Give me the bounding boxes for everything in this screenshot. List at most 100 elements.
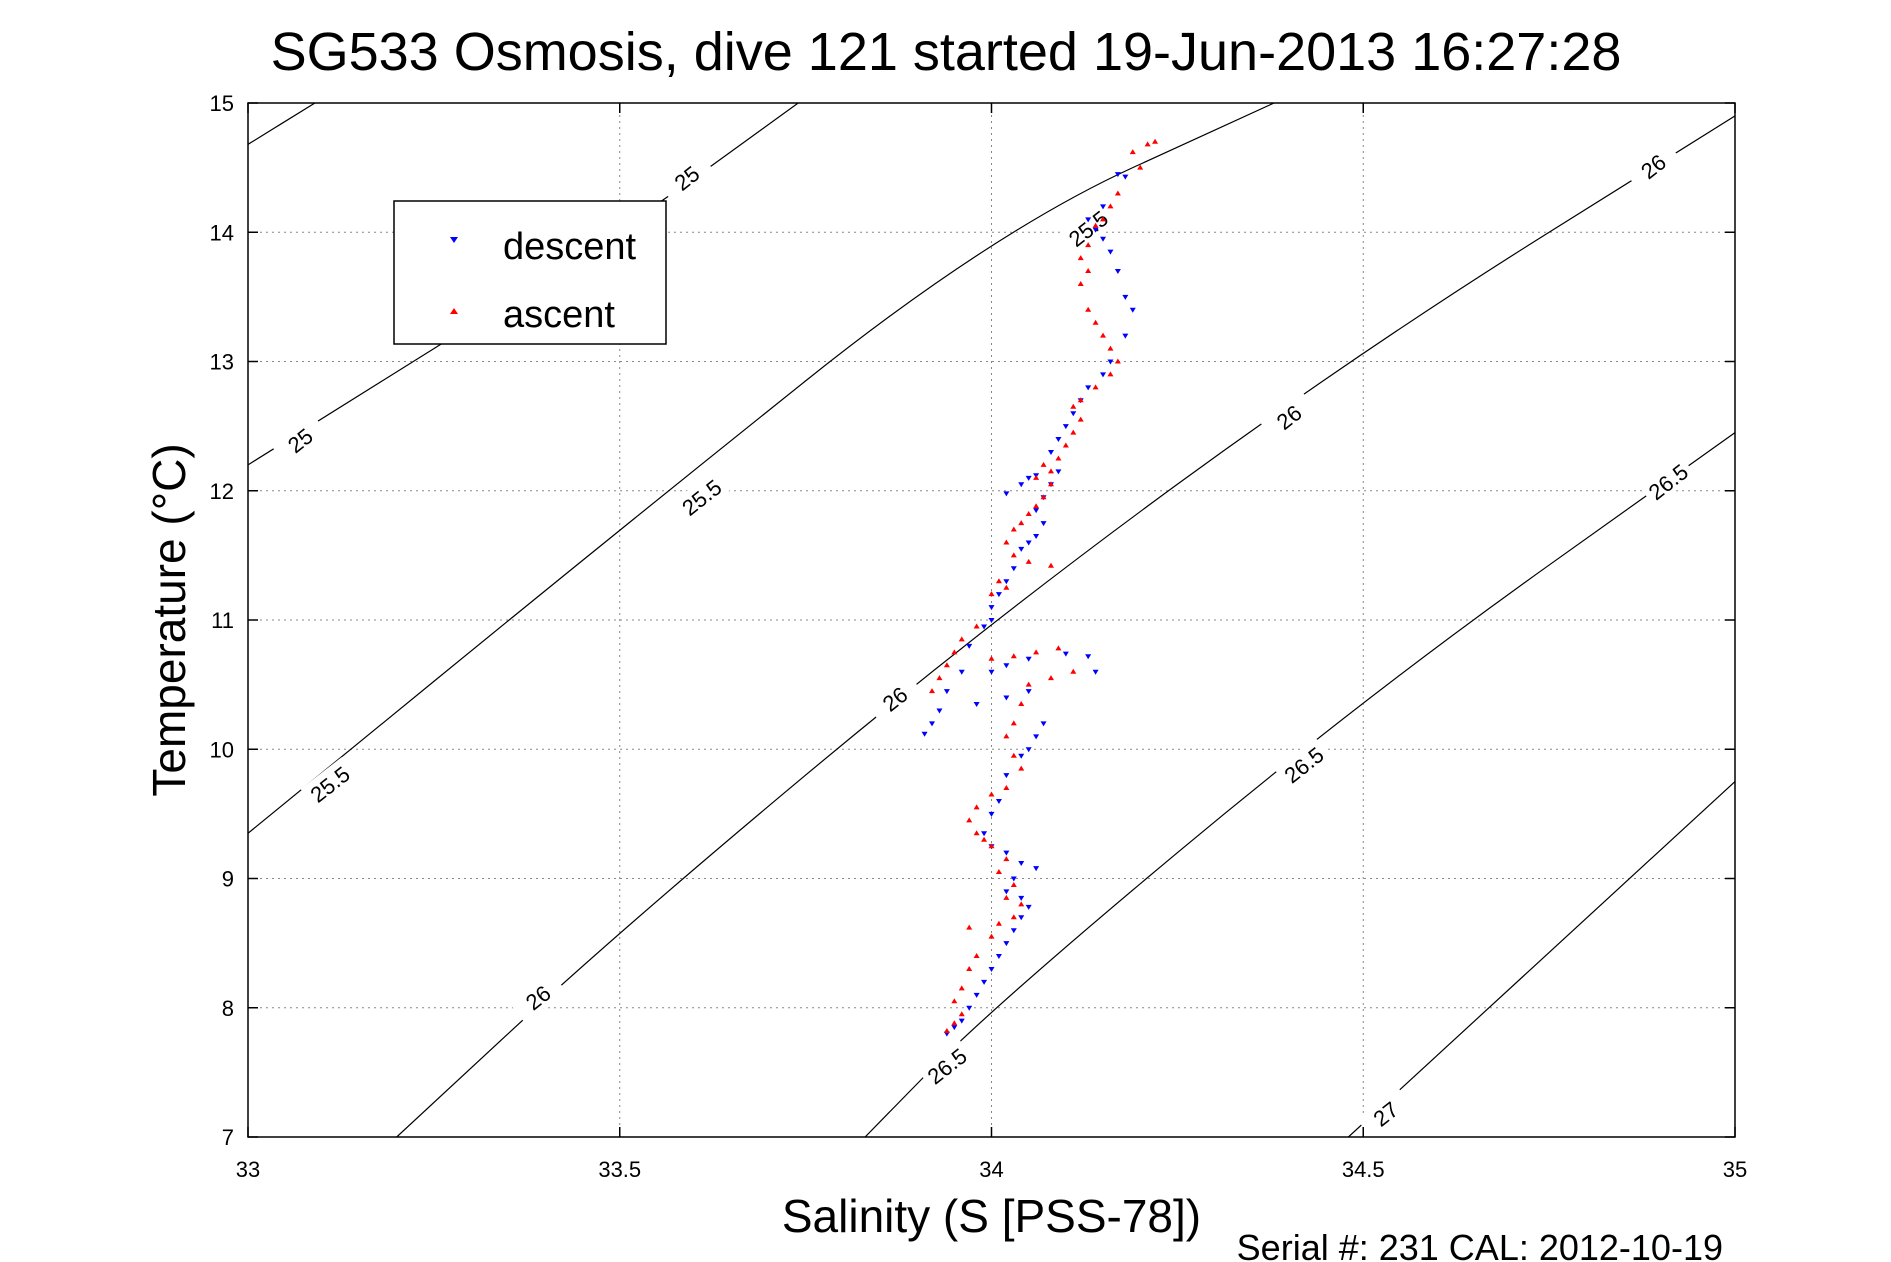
point-descent [988,811,995,817]
y-tick-label: 7 [222,1125,234,1150]
point-descent [958,1018,965,1024]
point-ascent [958,985,965,991]
point-ascent [995,869,1002,875]
point-ascent [958,636,965,642]
point-ascent [1025,511,1032,517]
point-ascent [1040,461,1047,467]
point-descent [1092,227,1099,233]
x-tick-label: 33.5 [598,1157,641,1182]
point-ascent [988,791,995,797]
point-descent [1085,217,1092,223]
point-ascent [1018,765,1025,771]
point-descent [981,624,988,630]
point-ascent [943,1028,950,1034]
point-ascent [1055,455,1062,461]
point-ascent [1010,881,1017,887]
point-ascent [1047,675,1054,681]
y-tick-label: 8 [222,996,234,1021]
point-descent [1062,651,1069,657]
point-ascent [973,953,980,959]
x-tick-label: 35 [1723,1157,1747,1182]
point-ascent [1018,901,1025,907]
contour-label-group: 26.5 [1638,454,1696,508]
contour-label-bg [1356,1086,1414,1140]
point-ascent [973,804,980,810]
y-tick-label: 15 [210,91,234,116]
point-ascent [1062,442,1069,448]
point-ascent [1137,164,1144,170]
point-descent [1025,540,1032,546]
point-ascent [1100,332,1107,338]
point-ascent [1114,358,1121,364]
point-ascent [1040,494,1047,500]
legend-label-ascent: ascent [503,294,615,336]
point-ascent [1003,894,1010,900]
point-ascent [966,817,973,823]
point-descent [1003,695,1010,701]
point-descent [973,702,980,708]
point-ascent [995,578,1002,584]
contour-line-26-5 [864,432,1735,1137]
point-descent [1018,895,1025,901]
point-descent [936,708,943,714]
point-ascent [1107,203,1114,209]
point-ascent [1003,785,1010,791]
contour-line-26 [396,115,1735,1137]
point-ascent [1003,584,1010,590]
point-descent [1003,579,1010,585]
point-ascent [1055,645,1062,651]
legend-marker-ascent [450,308,458,314]
contour-label-group: 26 [1624,139,1682,192]
point-ascent [1085,242,1092,248]
point-descent [1033,866,1040,872]
contour-label-bg [270,413,328,466]
point-ascent [966,965,973,971]
point-descent [1018,753,1025,759]
point-ascent [1114,190,1121,196]
point-ascent [1077,280,1084,286]
point-descent [966,1005,973,1011]
point-descent [1055,437,1062,443]
point-descent [1122,294,1129,300]
point-descent [1100,236,1107,242]
point-descent [1122,174,1129,180]
contour-label-bg [508,970,566,1023]
point-ascent [1085,306,1092,312]
contour-line-25-5 [248,103,1275,834]
point-ascent [1033,503,1040,509]
point-descent [1018,860,1025,866]
x-tick-label: 34.5 [1342,1157,1385,1182]
point-descent [988,669,995,675]
point-descent [1003,889,1010,895]
point-descent [1114,172,1121,178]
point-descent [1025,747,1032,753]
point-descent [1003,663,1010,669]
point-ascent [973,830,980,836]
point-descent [951,1025,958,1031]
point-ascent [1047,481,1054,487]
point-ascent [1100,216,1107,222]
point-descent [1092,669,1099,675]
point-ascent [1010,752,1017,758]
point-ascent [988,591,995,597]
point-ascent [1129,149,1136,155]
legend-box [393,200,667,345]
point-descent [1010,876,1017,882]
contour-line-25 [248,103,316,145]
point-descent [1033,734,1040,740]
point-descent [943,689,950,695]
point-descent [995,954,1002,960]
point-descent [1018,546,1025,552]
point-ascent [951,998,958,1004]
contour-label-bg [865,671,923,725]
point-descent [958,669,965,675]
data-points [921,138,1159,1037]
contour-line-27 [1347,781,1735,1137]
contour-label-group: 26.5 [917,1038,975,1092]
point-descent [988,605,995,611]
point-ascent [1070,668,1077,674]
point-descent [981,979,988,985]
point-descent [995,798,1002,804]
point-ascent [1092,319,1099,325]
